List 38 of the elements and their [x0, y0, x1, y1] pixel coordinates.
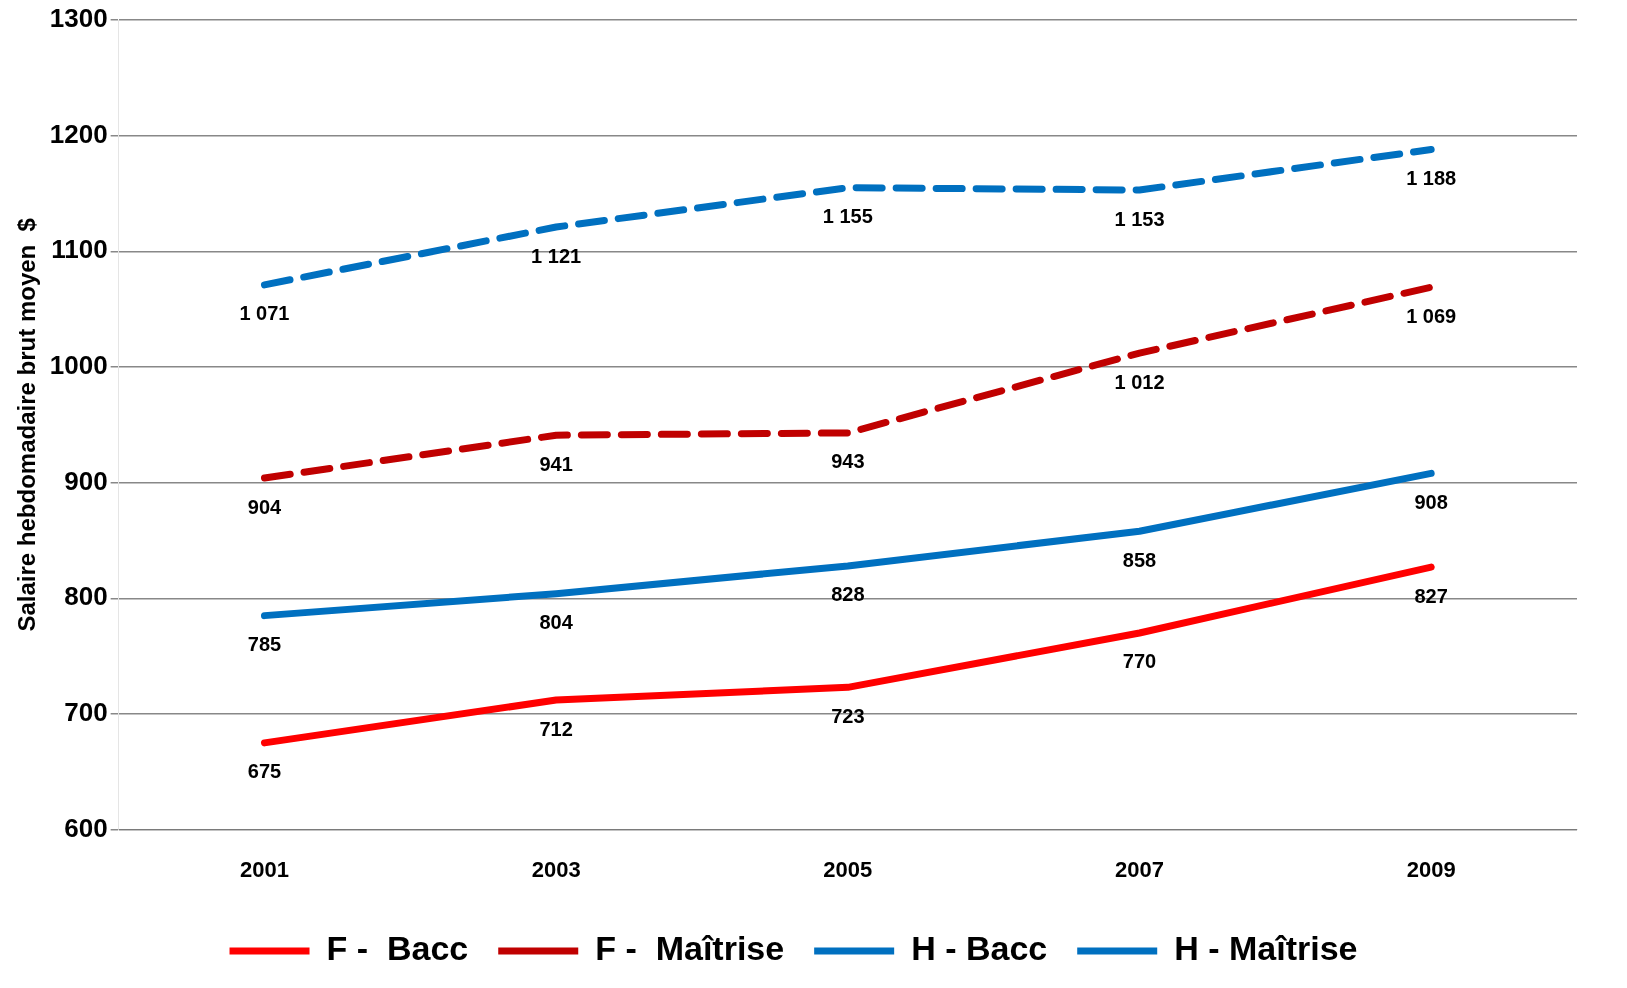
y-tick-label: 600	[64, 812, 108, 843]
y-tick-label: 1200	[49, 118, 108, 149]
data-label: 804	[539, 611, 574, 634]
x-tick-label: 2009	[1406, 856, 1456, 882]
x-tick-label: 2001	[240, 856, 289, 882]
data-label: 1 012	[1114, 370, 1165, 393]
data-label: 943	[831, 450, 865, 473]
y-tick-label: 1100	[51, 234, 108, 265]
data-label: 723	[831, 704, 865, 727]
data-label: 1 071	[239, 302, 290, 325]
y-tick-label: 800	[64, 581, 108, 612]
data-label: 675	[247, 760, 282, 783]
data-label: 712	[539, 717, 573, 740]
legend-label: H - Maîtrise	[1174, 929, 1358, 968]
data-label: 1 155	[822, 205, 873, 228]
data-label: 858	[1122, 548, 1157, 571]
legend-label: F - Bacc	[326, 929, 469, 968]
data-label: 785	[247, 633, 282, 656]
data-label: 828	[831, 583, 865, 606]
data-label: 1 069	[1406, 304, 1457, 327]
y-tick-label: 700	[64, 697, 108, 728]
x-tick-label: 2007	[1115, 856, 1164, 882]
data-label: 827	[1414, 584, 1448, 607]
x-tick-label: 2003	[531, 856, 581, 882]
y-tick-label: 900	[64, 465, 108, 496]
data-label: 941	[539, 452, 573, 475]
legend-label: H - Bacc	[911, 929, 1048, 968]
data-label: 1 153	[1114, 207, 1165, 230]
data-label: 1 188	[1406, 167, 1457, 190]
y-axis-title: Salaire hebdomadaire brut moyen $	[13, 217, 41, 632]
data-label: 770	[1122, 650, 1157, 673]
x-tick-label: 2005	[823, 856, 873, 882]
y-tick-label: 1300	[49, 3, 108, 34]
data-label: 1 121	[531, 244, 582, 267]
legend-label: F - Maîtrise	[595, 929, 785, 968]
data-label: 904	[247, 495, 283, 518]
data-label: 908	[1414, 490, 1448, 513]
y-tick-label: 1000	[49, 350, 108, 381]
